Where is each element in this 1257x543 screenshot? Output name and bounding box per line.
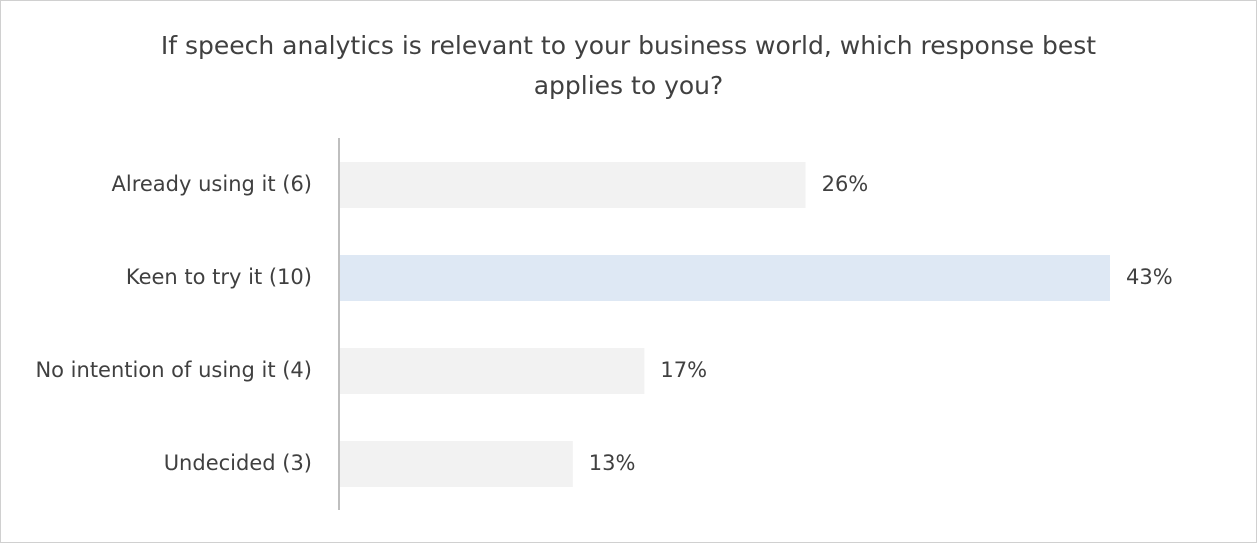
bar	[340, 255, 1110, 301]
bar	[340, 441, 573, 487]
category-label: Already using it (6)	[112, 172, 312, 196]
category-label: No intention of using it (4)	[35, 358, 312, 382]
value-label: 13%	[589, 451, 636, 475]
bar	[340, 162, 806, 208]
value-label: 43%	[1126, 265, 1173, 289]
category-label: Undecided (3)	[164, 451, 312, 475]
value-label: 26%	[822, 172, 869, 196]
category-label: Keen to try it (10)	[126, 265, 312, 289]
value-label: 17%	[660, 358, 707, 382]
chart-title: If speech analytics is relevant to your …	[160, 31, 1097, 100]
bar	[340, 348, 645, 394]
